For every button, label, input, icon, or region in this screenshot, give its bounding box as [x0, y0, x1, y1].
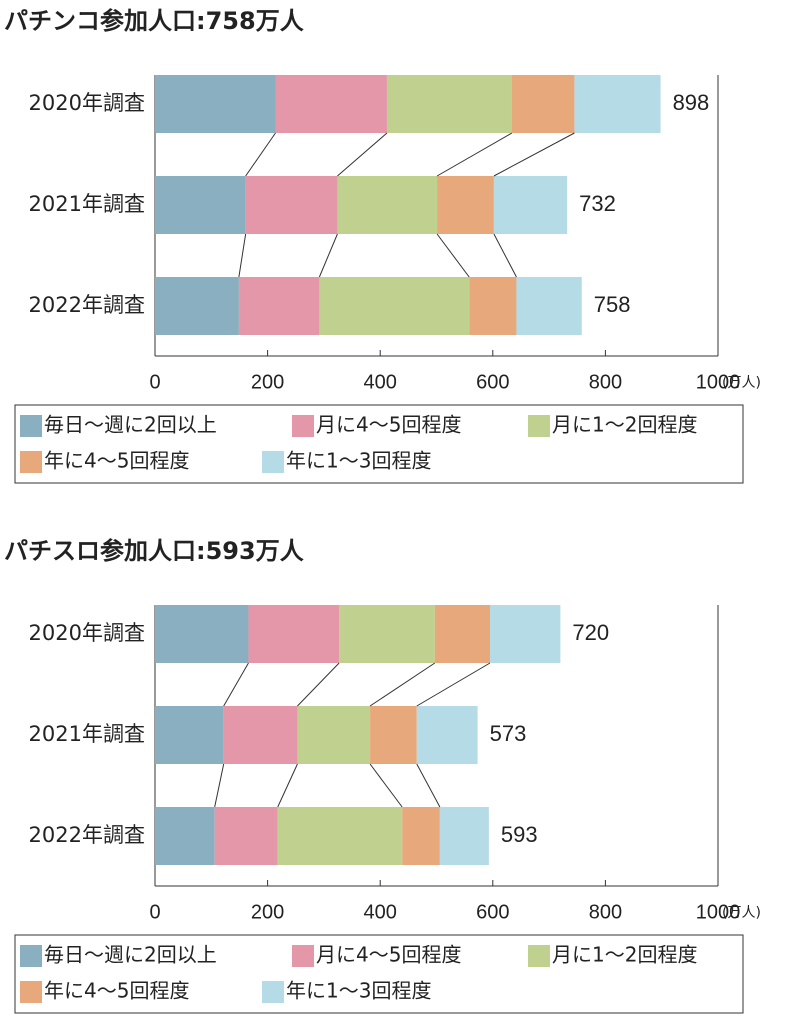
connector — [238, 233, 247, 278]
legend-swatch — [262, 981, 284, 1003]
bar-segment — [248, 605, 340, 663]
legend-label: 毎日〜週に2回以上 — [44, 413, 217, 437]
bar-segment — [337, 176, 438, 234]
total-label: 732 — [579, 191, 616, 216]
bar-segment — [275, 75, 387, 133]
bar-segment — [277, 807, 403, 865]
connector — [214, 763, 225, 808]
x-tick-label: 1000 — [696, 371, 741, 393]
category-label: 2020年調査 — [29, 91, 145, 115]
chart-title: パチスロ参加人口:593万人 — [4, 537, 304, 565]
bar-segment — [238, 277, 320, 335]
connector — [245, 132, 276, 177]
bar-segment — [214, 807, 278, 865]
x-tick-label: 400 — [364, 901, 397, 923]
legend-label: 年に1〜3回程度 — [286, 449, 431, 473]
legend-label: 月に4〜5回程度 — [316, 413, 461, 437]
bar-segment — [155, 706, 224, 764]
legend-swatch — [292, 945, 314, 967]
legend-label: 年に4〜5回程度 — [44, 979, 189, 1003]
bar-segment — [370, 706, 417, 764]
category-label: 2022年調査 — [29, 823, 145, 847]
connector — [416, 763, 441, 808]
x-tick-label: 200 — [251, 901, 284, 923]
bar-segment — [516, 277, 582, 335]
bar-segment — [493, 176, 568, 234]
connector — [493, 233, 517, 278]
chart-title: パチンコ参加人口:758万人 — [4, 7, 304, 35]
x-tick-label: 200 — [251, 371, 284, 393]
bar-segment — [319, 277, 470, 335]
bar-segment — [155, 277, 239, 335]
legend-swatch — [20, 451, 42, 473]
legend-swatch — [20, 981, 42, 1003]
bar-segment — [155, 75, 276, 133]
legend-label: 毎日〜週に2回以上 — [44, 943, 217, 967]
total-label: 898 — [673, 90, 710, 115]
bar-segment — [469, 277, 517, 335]
connector — [277, 763, 298, 808]
legend-swatch — [20, 945, 42, 967]
x-unit: (万人) — [722, 905, 761, 921]
connector — [369, 763, 403, 808]
bar-segment — [297, 706, 371, 764]
legend-swatch — [292, 415, 314, 437]
connector — [223, 662, 249, 707]
bar-segment — [223, 706, 298, 764]
bar-segment — [437, 176, 494, 234]
legend-label: 月に1〜2回程度 — [552, 943, 697, 967]
bar-segment — [511, 75, 575, 133]
bar-segment — [155, 605, 249, 663]
category-label: 2021年調査 — [29, 722, 145, 746]
bar-segment — [416, 706, 478, 764]
bar-segment — [155, 176, 246, 234]
legend-box — [14, 934, 744, 1014]
category-label: 2022年調査 — [29, 293, 145, 317]
legend-label: 月に4〜5回程度 — [316, 943, 461, 967]
connector — [369, 662, 436, 707]
bar-segment — [489, 605, 561, 663]
bar-segment — [434, 605, 490, 663]
total-label: 593 — [501, 822, 538, 847]
category-label: 2020年調査 — [29, 621, 145, 645]
x-tick-label: 0 — [149, 901, 160, 923]
bar-segment — [439, 807, 489, 865]
connector — [436, 233, 470, 278]
bar-segment — [339, 605, 435, 663]
x-unit: (万人) — [722, 375, 761, 391]
bar-segment — [386, 75, 512, 133]
x-tick-label: 400 — [364, 371, 397, 393]
x-tick-label: 1000 — [696, 901, 741, 923]
total-label: 573 — [490, 721, 527, 746]
legend-label: 年に4〜5回程度 — [44, 449, 189, 473]
connector — [337, 132, 388, 177]
legend-swatch — [262, 451, 284, 473]
legend-box — [14, 404, 744, 484]
connector — [416, 662, 491, 707]
bar-segment — [245, 176, 338, 234]
x-tick-label: 600 — [476, 371, 509, 393]
total-label: 758 — [594, 292, 631, 317]
bar-segment — [402, 807, 440, 865]
legend-label: 年に1〜3回程度 — [286, 979, 431, 1003]
connector — [493, 132, 575, 177]
legend-swatch — [528, 415, 550, 437]
x-tick-label: 600 — [476, 901, 509, 923]
connector — [318, 233, 338, 278]
connector — [297, 662, 340, 707]
total-label: 720 — [572, 620, 609, 645]
legend-label: 月に1〜2回程度 — [552, 413, 697, 437]
connector — [436, 132, 513, 177]
x-tick-label: 800 — [589, 901, 622, 923]
x-tick-label: 800 — [589, 371, 622, 393]
bar-segment — [155, 807, 215, 865]
legend-swatch — [528, 945, 550, 967]
bar-segment — [574, 75, 661, 133]
category-label: 2021年調査 — [29, 192, 145, 216]
legend-swatch — [20, 415, 42, 437]
x-tick-label: 0 — [149, 371, 160, 393]
